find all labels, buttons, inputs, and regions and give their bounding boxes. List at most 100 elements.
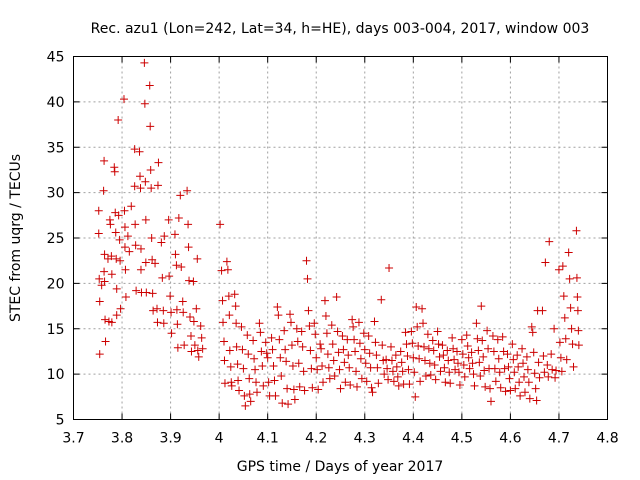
data-point [357,374,366,383]
y-tick-label: 35 [47,140,65,156]
data-point [443,346,452,355]
y-tick-label: 10 [47,367,65,383]
data-point [550,324,559,333]
data-point [219,318,228,327]
data-point [458,350,467,359]
data-point [100,250,109,259]
data-point [409,353,418,362]
data-point [179,308,188,317]
data-point [567,324,576,333]
data-point [323,350,332,359]
data-point [355,339,364,348]
data-point [552,366,561,375]
x-tick-label: 4.6 [499,431,521,447]
data-point [132,286,141,295]
data-point [383,364,392,373]
data-point [112,254,121,263]
data-point [94,206,103,215]
data-point [225,311,234,320]
data-point [159,319,168,328]
data-point [336,384,345,393]
data-point [474,346,483,355]
data-point [310,319,319,328]
y-tick-label: 30 [47,186,65,202]
data-point [316,340,325,349]
data-point [232,319,241,328]
data-point [130,182,139,191]
data-point [403,351,412,360]
data-point [448,333,457,342]
data-point [385,263,394,272]
data-point [250,354,259,363]
data-point [264,378,273,387]
data-point [350,335,359,344]
data-point [233,360,242,369]
data-point [351,347,360,356]
data-point [262,349,271,358]
data-point [463,341,472,350]
data-point [318,361,327,370]
data-point [356,354,365,363]
data-point [183,186,192,195]
data-point [107,252,116,261]
data-point [514,362,523,371]
data-point [100,267,109,276]
x-tick-label: 4.2 [305,431,327,447]
data-point [110,167,119,176]
data-point [513,351,522,360]
data-point [343,335,352,344]
data-point [151,259,160,268]
data-point [504,362,513,371]
data-point [227,381,236,390]
data-point [305,322,314,331]
data-point [464,353,473,362]
data-point [172,305,181,314]
data-point [147,234,156,242]
data-point [94,229,103,238]
data-point [444,356,453,365]
data-point [224,292,233,301]
data-point [387,356,396,365]
data-point [539,351,548,360]
data-point [154,158,163,167]
data-point [472,319,481,328]
data-point [123,232,132,241]
data-point [194,352,203,361]
data-point [237,322,246,331]
data-point [535,373,544,382]
data-point [167,329,176,338]
data-point [177,263,186,272]
data-point [273,302,282,311]
data-point [453,359,462,368]
data-point [569,362,578,371]
data-point [288,361,297,370]
data-point [261,338,270,347]
data-point [166,292,175,301]
data-point [361,359,370,368]
data-point [141,258,150,267]
data-point [192,304,201,313]
data-point [372,351,381,360]
data-point [111,228,120,237]
data-point [551,373,560,382]
data-point [112,284,121,293]
data-point [541,258,550,267]
data-point [278,399,287,408]
data-point [362,377,371,386]
data-point [496,383,505,392]
data-point [270,376,279,385]
data-point [173,320,182,329]
data-point [473,334,482,343]
data-point [95,350,104,359]
data-point [475,358,484,367]
data-point [439,351,448,360]
data-point [120,243,129,252]
x-tick-label: 4.8 [596,431,618,447]
data-point [558,262,567,271]
data-point [259,381,268,390]
data-point [95,274,104,283]
data-point [149,306,158,315]
x-tick-label: 4.3 [354,431,376,447]
data-point [295,382,304,391]
data-point [152,304,161,313]
